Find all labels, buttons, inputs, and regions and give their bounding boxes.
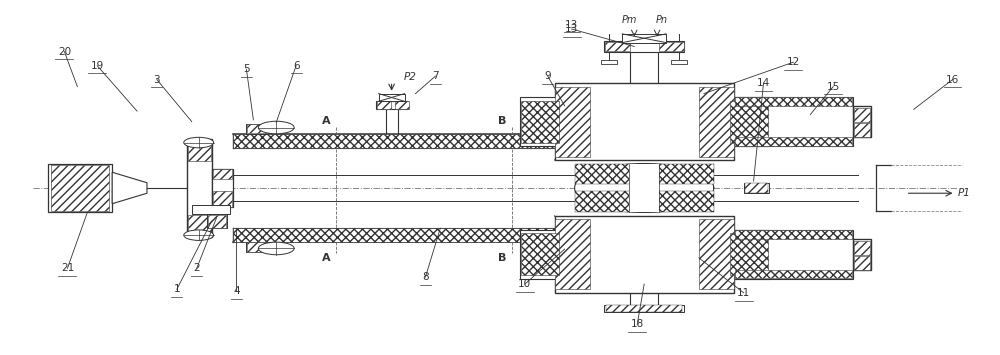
Text: 18: 18 xyxy=(631,319,644,329)
Text: 20: 20 xyxy=(58,47,71,57)
Bar xyxy=(521,233,559,275)
Bar xyxy=(853,106,871,137)
Bar xyxy=(187,139,212,237)
Text: A: A xyxy=(322,253,330,263)
Text: B: B xyxy=(498,253,506,263)
Circle shape xyxy=(258,242,294,255)
Text: Pn: Pn xyxy=(656,16,668,26)
Bar xyxy=(699,87,734,157)
Text: 6: 6 xyxy=(293,61,299,71)
Bar xyxy=(555,83,734,160)
Bar xyxy=(520,230,560,279)
Bar xyxy=(606,305,682,312)
Text: 13: 13 xyxy=(565,20,578,30)
Bar xyxy=(247,242,267,252)
Bar xyxy=(734,230,853,279)
Text: 8: 8 xyxy=(422,272,429,282)
Bar xyxy=(233,134,565,148)
Text: 16: 16 xyxy=(946,75,959,84)
Text: 12: 12 xyxy=(787,57,800,67)
Text: Pm: Pm xyxy=(622,16,637,26)
Text: 3: 3 xyxy=(154,75,160,84)
Bar xyxy=(854,123,870,137)
Bar xyxy=(246,242,268,252)
Bar xyxy=(575,164,714,185)
Polygon shape xyxy=(575,164,714,212)
Bar xyxy=(730,233,768,275)
Bar xyxy=(233,228,565,242)
Text: 9: 9 xyxy=(544,71,551,81)
Circle shape xyxy=(184,137,214,148)
Bar xyxy=(854,108,870,122)
Bar xyxy=(192,206,230,214)
Text: A: A xyxy=(322,115,330,126)
Bar xyxy=(744,183,768,193)
Bar xyxy=(555,219,590,289)
Text: 7: 7 xyxy=(432,71,439,81)
Bar xyxy=(735,270,852,278)
Bar xyxy=(729,97,769,146)
Bar xyxy=(735,230,852,239)
Text: 5: 5 xyxy=(243,64,250,74)
Bar xyxy=(377,101,391,109)
Bar xyxy=(48,164,112,212)
Bar xyxy=(555,87,590,157)
Bar xyxy=(671,60,687,64)
Text: 14: 14 xyxy=(757,78,770,88)
Bar xyxy=(376,100,408,109)
Bar xyxy=(521,100,559,143)
Text: P2: P2 xyxy=(404,72,416,82)
Text: P1: P1 xyxy=(957,188,970,198)
Bar xyxy=(735,137,852,146)
Bar xyxy=(622,34,666,43)
Bar xyxy=(745,183,768,193)
Bar xyxy=(604,305,684,312)
Text: 19: 19 xyxy=(91,61,104,71)
Bar xyxy=(605,42,630,51)
Bar xyxy=(208,214,226,228)
Bar xyxy=(699,219,734,289)
Text: B: B xyxy=(498,115,506,126)
Polygon shape xyxy=(112,172,147,204)
Bar xyxy=(629,164,659,212)
Bar xyxy=(854,241,870,255)
Text: 2: 2 xyxy=(193,263,200,273)
Bar xyxy=(188,141,211,161)
Text: 4: 4 xyxy=(233,286,240,296)
Bar xyxy=(730,100,768,143)
Bar xyxy=(188,215,211,236)
Bar xyxy=(601,60,617,64)
Bar xyxy=(520,97,560,146)
Bar xyxy=(734,97,853,146)
Circle shape xyxy=(184,230,214,240)
Bar xyxy=(213,191,232,207)
Text: 21: 21 xyxy=(61,263,74,273)
Bar xyxy=(659,42,684,51)
Bar xyxy=(51,165,109,211)
Bar xyxy=(246,124,268,134)
Bar xyxy=(213,169,232,179)
Text: 11: 11 xyxy=(737,288,750,298)
Bar xyxy=(575,191,714,212)
Bar xyxy=(853,239,871,270)
Bar xyxy=(212,169,233,207)
Bar xyxy=(735,98,852,106)
Text: 1: 1 xyxy=(173,284,180,294)
Text: 13: 13 xyxy=(565,24,578,34)
Text: 15: 15 xyxy=(827,82,840,92)
Bar xyxy=(854,256,870,270)
Bar xyxy=(247,124,267,133)
Bar xyxy=(379,94,405,101)
Bar xyxy=(395,101,409,109)
Circle shape xyxy=(258,121,294,134)
Bar xyxy=(207,214,227,228)
Bar xyxy=(555,216,734,293)
Bar xyxy=(729,230,769,279)
Bar xyxy=(604,41,684,52)
Text: 10: 10 xyxy=(518,279,531,289)
